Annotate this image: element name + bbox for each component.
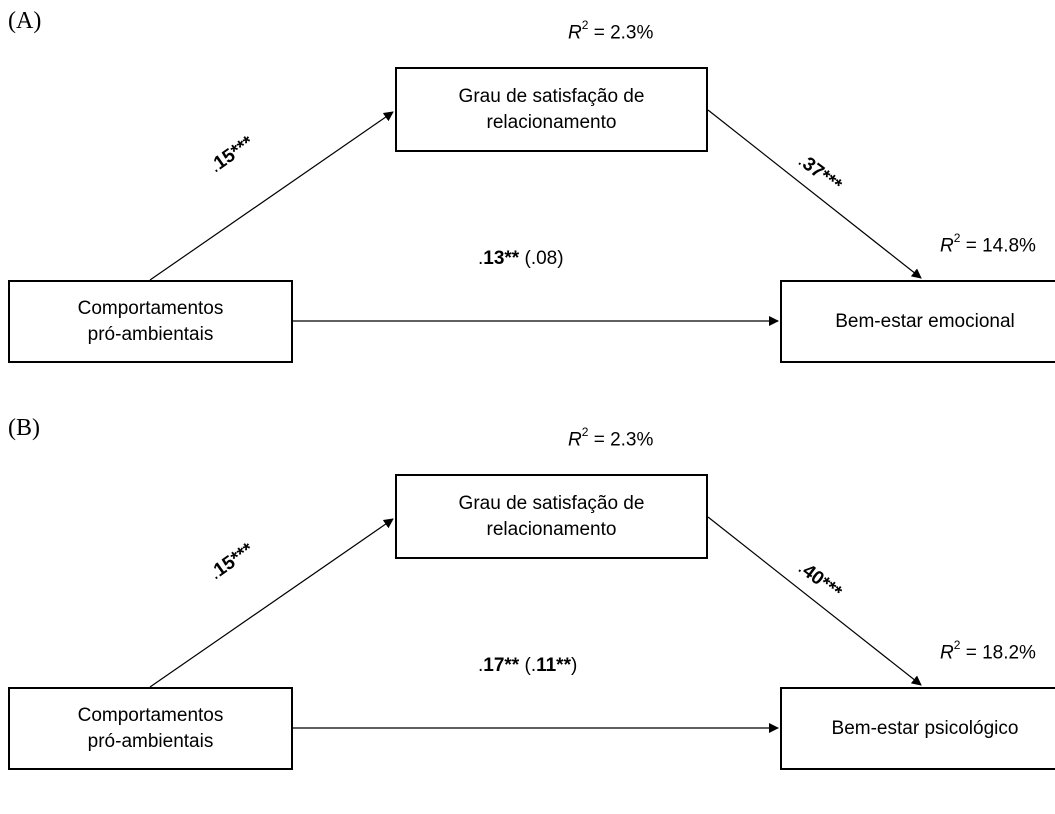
mediator-box: Grau de satisfação de relacionamento bbox=[395, 474, 708, 559]
mediation-diagram-a: (A) R2 = 2.3% Grau de satisfação de rela… bbox=[8, 8, 1055, 363]
outcome-box: Bem-estar psicológico bbox=[780, 687, 1055, 770]
arrows bbox=[149, 109, 922, 326]
predictor-label-line1: Comportamentos bbox=[77, 297, 224, 319]
mediator-label-line2: relacionamento bbox=[486, 518, 617, 540]
mediator-label-line1: Grau de satisfação de bbox=[458, 492, 645, 514]
predictor-label-line2: pró-ambientais bbox=[87, 730, 214, 752]
outcome-r-squared: R2 = 18.2% bbox=[940, 638, 1036, 664]
mediator-box: Grau de satisfação de relacionamento bbox=[395, 67, 708, 152]
outcome-r-squared: R2 = 14.8% bbox=[940, 231, 1036, 257]
predictor-box: Comportamentos pró-ambientais bbox=[8, 687, 293, 770]
arrow-predictor-to-mediator bbox=[149, 111, 394, 281]
mediator-r-squared: R2 = 2.3% bbox=[568, 425, 654, 451]
mediator-r-squared: R2 = 2.3% bbox=[568, 18, 654, 44]
arrows bbox=[149, 516, 922, 733]
mediator-label-line2: relacionamento bbox=[486, 111, 617, 133]
predictor-box: Comportamentos pró-ambientais bbox=[8, 280, 293, 363]
outcome-label: Bem-estar psicológico bbox=[831, 717, 1019, 739]
arrow-mediator-to-outcome bbox=[707, 516, 922, 686]
arrow-mediator-to-outcome bbox=[707, 109, 922, 279]
predictor-label-line2: pró-ambientais bbox=[87, 323, 214, 345]
outcome-box: Bem-estar emocional bbox=[780, 280, 1055, 363]
arrow-predictor-to-mediator bbox=[149, 518, 394, 688]
predictor-label-line1: Comportamentos bbox=[77, 704, 224, 726]
path-c-coefficient: .13** (.08) bbox=[478, 248, 564, 269]
panel-label: (B) bbox=[8, 415, 40, 441]
outcome-label: Bem-estar emocional bbox=[835, 310, 1015, 332]
mediator-label-line1: Grau de satisfação de bbox=[458, 85, 645, 107]
panel-label: (A) bbox=[8, 8, 42, 34]
mediation-diagram-b: (B) R2 = 2.3% Grau de satisfação de rela… bbox=[0, 407, 1055, 814]
path-c-coefficient: .17** (.11**) bbox=[478, 655, 578, 676]
